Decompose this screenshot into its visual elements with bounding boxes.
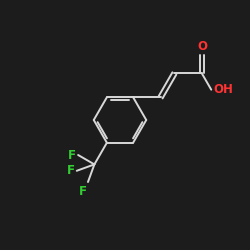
Text: F: F (67, 164, 75, 177)
Text: F: F (68, 148, 76, 162)
Text: F: F (79, 184, 87, 198)
Text: OH: OH (214, 83, 234, 96)
Text: O: O (197, 40, 207, 54)
